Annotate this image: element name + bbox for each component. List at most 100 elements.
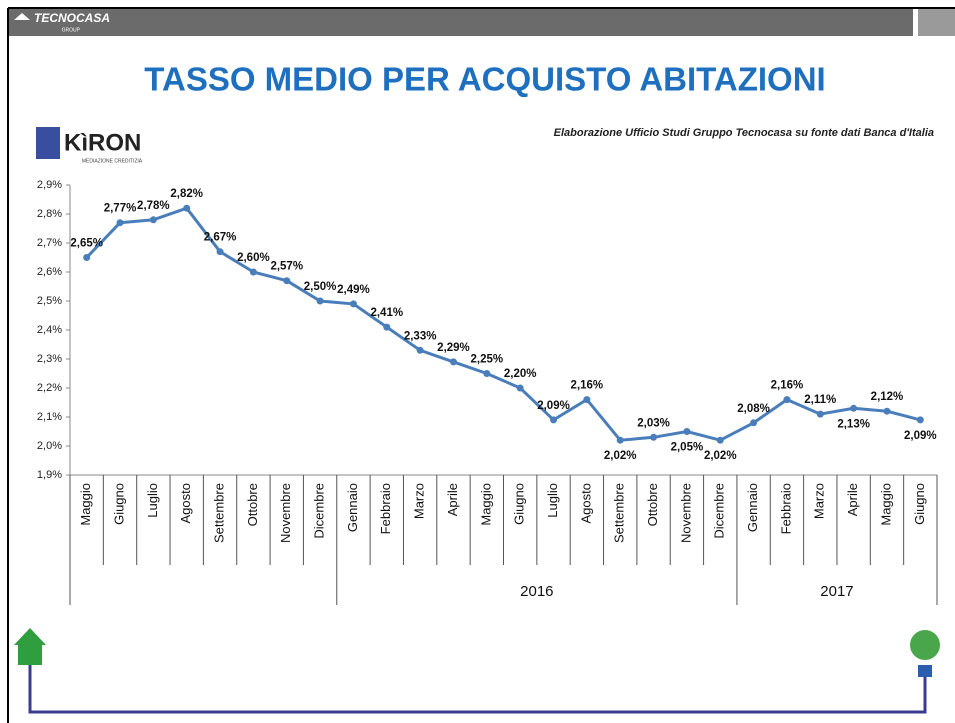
x-tick-label: Maggio — [478, 483, 493, 526]
x-tick-label: Marzo — [812, 483, 827, 519]
x-tick-label: Aprile — [445, 483, 460, 516]
y-tick-label: 2,5% — [37, 295, 62, 307]
data-label: 2,13% — [837, 418, 870, 430]
data-label: 2,57% — [270, 261, 303, 273]
top-bar-box — [918, 8, 955, 36]
data-label: 2,16% — [571, 380, 604, 392]
point — [883, 407, 891, 415]
point — [83, 254, 91, 261]
data-label: 2,50% — [304, 281, 337, 293]
y-tick-label: 2,7% — [37, 237, 62, 249]
x-tick-label: Dicembre — [312, 483, 327, 539]
y-tick-label: 1,9% — [37, 469, 62, 481]
y-tick-label: 2,2% — [37, 382, 62, 394]
tree-icon — [910, 630, 940, 660]
top-bar — [8, 8, 913, 36]
data-label: 2,33% — [404, 330, 437, 342]
point — [683, 428, 691, 435]
x-tick-label: Luglio — [545, 483, 560, 518]
point — [416, 346, 424, 354]
data-label: 2,29% — [437, 342, 470, 354]
point — [750, 419, 758, 427]
x-tick-label: Gennaio — [745, 483, 760, 532]
data-label: 2,16% — [771, 380, 804, 392]
title: TASSO MEDIO PER ACQUISTO ABITAZIONI — [144, 61, 825, 98]
x-tick-label: Febbraio — [378, 483, 393, 534]
tree-base — [918, 665, 932, 677]
point — [216, 248, 224, 256]
point — [349, 300, 357, 308]
point — [850, 404, 858, 412]
point — [650, 433, 658, 441]
x-tick-label: Novembre — [278, 483, 293, 543]
point — [449, 358, 457, 366]
point — [550, 416, 558, 424]
point — [316, 297, 324, 305]
data-label: 2,02% — [704, 450, 737, 462]
house-icon — [14, 628, 46, 665]
data-label: 2,09% — [537, 400, 570, 412]
logo: KìRON — [64, 129, 141, 156]
logo-sub: MEDIAZIONE CREDITIZIA — [82, 158, 143, 164]
brand: TECNOCASA — [34, 11, 110, 25]
point — [116, 219, 124, 227]
data-label: 2,02% — [604, 450, 637, 462]
data-label: 2,41% — [370, 307, 403, 319]
line — [85, 206, 921, 442]
logo-icon — [36, 127, 60, 159]
year-label: 2017 — [820, 583, 853, 600]
point — [616, 436, 624, 444]
data-label: 2,65% — [70, 238, 103, 250]
brand-icon — [14, 13, 30, 20]
point — [383, 323, 391, 331]
data-label: 2,11% — [804, 394, 836, 406]
point — [249, 268, 257, 276]
x-tick-label: Febbraio — [778, 483, 793, 534]
point — [516, 384, 524, 392]
y-tick-label: 2,1% — [37, 411, 62, 423]
year-label: 2016 — [520, 583, 553, 600]
point — [916, 416, 924, 424]
x-tick-label: Giugno — [111, 483, 126, 525]
x-tick-label: Maggio — [878, 483, 893, 526]
x-tick-label: Ottobre — [645, 483, 660, 526]
x-tick-label: Ottobre — [245, 483, 260, 526]
x-tick-label: Settembre — [211, 483, 226, 543]
y-tick-label: 2,0% — [37, 440, 62, 452]
x-tick-label: Giugno — [512, 483, 527, 525]
data-label: 2,49% — [337, 284, 370, 296]
data-label: 2,82% — [170, 188, 203, 200]
y-tick-label: 2,8% — [37, 208, 62, 220]
data-label: 2,60% — [237, 252, 270, 264]
data-label: 2,12% — [871, 391, 904, 403]
y-tick-label: 2,9% — [37, 179, 62, 191]
y-tick-label: 2,4% — [37, 324, 62, 336]
point — [583, 396, 591, 404]
y-tick-label: 2,3% — [37, 353, 62, 365]
data-label: 2,77% — [104, 203, 137, 215]
x-tick-label: Settembre — [612, 483, 627, 543]
point — [816, 410, 824, 418]
x-tick-label: Novembre — [678, 483, 693, 543]
data-label: 2,03% — [637, 417, 670, 429]
decor-line — [28, 665, 927, 714]
data-label: 2,67% — [204, 232, 237, 244]
data-label: 2,25% — [471, 354, 504, 366]
x-tick-label: Maggio — [78, 483, 93, 526]
x-tick-label: Agosto — [578, 483, 593, 523]
x-tick-label: Dicembre — [712, 483, 727, 539]
x-tick-label: Luglio — [145, 483, 160, 518]
point — [183, 204, 191, 212]
data-label: 2,20% — [504, 368, 537, 380]
point — [783, 396, 791, 404]
data-label: 2,05% — [671, 442, 704, 454]
point — [483, 370, 491, 377]
brand-sub: GROUP — [62, 27, 81, 33]
x-tick-label: Agosto — [178, 483, 193, 523]
data-label: 2,08% — [737, 403, 770, 415]
y-tick-label: 2,6% — [37, 266, 62, 278]
point — [716, 436, 724, 444]
x-tick-label: Giugno — [912, 483, 927, 525]
point — [283, 277, 291, 285]
x-tick-label: Gennaio — [345, 483, 360, 532]
